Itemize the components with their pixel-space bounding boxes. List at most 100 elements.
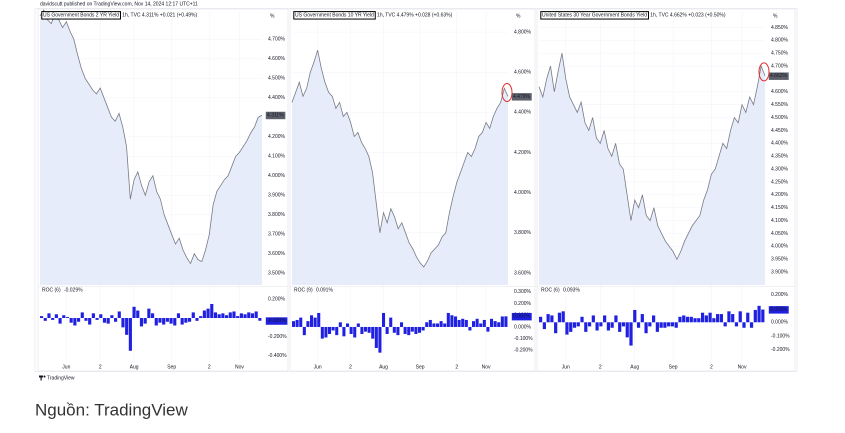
roc-bar [213,312,218,319]
roc-last-label: 0.091% [513,314,531,320]
y-tick-label: 4.800% [771,38,789,44]
roc-bar [364,326,368,332]
roc-last-label: -0.029% [267,318,286,324]
roc-bar [700,312,705,323]
roc-bar [644,322,648,334]
roc-bar [328,326,332,334]
roc-bar [313,317,317,327]
roc-bar [302,326,306,336]
y-tick-label: 4.500% [268,76,286,82]
y-tick-label: 4.750% [771,51,789,57]
roc-last-tag [265,317,288,325]
roc-title: ROC (6) [42,287,61,293]
y-tick-label: 4.400% [514,110,532,116]
roc-bar [169,318,173,324]
y-tick-label: 4.400% [771,141,789,147]
y-tick-label: 3.950% [771,257,789,263]
price-line [538,53,766,261]
roc-bar [151,313,155,319]
roc-bar [580,316,584,323]
chart-title: United States 30 Year Government Bonds Y… [542,12,647,18]
roc-tick-label: -0.200% [771,347,790,353]
title-box [293,11,376,20]
roc-bar [180,318,184,325]
y-tick-label: 3.800% [268,212,286,218]
roc-bar [295,319,299,327]
roc-bar [670,322,675,327]
y-tick-label: 4.050% [771,231,789,237]
x-tick-label: Nov [738,364,747,370]
roc-bar [367,326,371,333]
title-box [540,11,649,20]
roc-bar [667,322,671,327]
chart-subtitle: 1h, TVC 4.662% +0.023 (+0.50%) [650,12,726,18]
roc-bar [569,322,573,332]
roc-bar [757,305,761,323]
chart-title: US Government Bonds 2 YR Yield [43,12,119,18]
x-tick-label: Aug [130,364,139,370]
y-tick-label: 4.550% [771,102,789,108]
x-tick-label: 2 [710,364,713,370]
roc-bar [221,313,225,319]
roc-bar [693,318,697,323]
chart-subtitle: 1h, TVC 4.311% +0.021 (+0.49%) [122,12,197,18]
roc-bar [210,303,214,319]
y-tick-label: 4.600% [268,56,286,62]
y-tick-label: 3.600% [514,270,532,276]
y-tick-label: 4.000% [514,190,532,196]
roc-bar [353,326,357,338]
roc-bar [742,322,746,328]
last-price-tag [265,111,286,120]
roc-bar [121,318,125,328]
roc-last-label: 0.093% [770,307,788,313]
roc-bar [565,322,569,335]
roc-bar [132,306,136,319]
roc-tick-label: -0.100% [514,336,533,342]
roc-bar [110,315,114,319]
x-tick-label: Aug [630,364,639,370]
y-tick-label: 4.450% [771,128,789,134]
x-tick-label: Nov [482,364,491,370]
roc-bar [147,308,151,319]
roc-last-tag [768,306,789,314]
roc-bar [708,312,712,323]
chart-panel: 4.800% 4.600% 4.400% 4.200% 4.000% 3.800% 3.60… [289,8,536,372]
roc-bar [418,326,422,333]
roc-bar [239,313,243,319]
roc-bar [407,326,411,336]
roc-bar [595,322,599,331]
roc-bar [629,322,633,346]
roc-title: ROC (9) [294,287,313,293]
y-tick-label: 4.200% [771,192,789,198]
roc-bar [191,312,195,319]
roc-bar [306,321,310,327]
roc-bar [176,313,181,319]
price-area [292,50,508,285]
roc-bar [640,314,644,323]
price-area [539,53,765,286]
roc-bar [746,312,750,323]
x-tick-label: 2 [599,364,602,370]
roc-bar [77,318,81,322]
roc-bar [99,314,103,319]
roc-bar [173,318,177,326]
roc-bar [199,316,203,319]
roc-bar [689,316,693,323]
x-tick-label: Jun [562,364,570,370]
y-tick-label: 4.600% [771,89,789,95]
roc-bar [542,322,546,330]
highlight-circle [501,83,513,103]
roc-bar [621,322,626,327]
roc-bar [338,322,342,327]
roc-bar [550,315,554,323]
roc-bar [461,318,465,327]
y-tick-label: 4.850% [771,25,789,31]
roc-bar [114,318,118,322]
x-tick-label: Jun [314,364,322,370]
roc-bar [576,322,580,327]
roc-bar [450,315,454,327]
roc-bar [734,322,739,327]
x-tick-label: Jun [62,364,70,370]
roc-last-tag [511,312,532,321]
roc-header-value: 0.091% [316,287,334,293]
